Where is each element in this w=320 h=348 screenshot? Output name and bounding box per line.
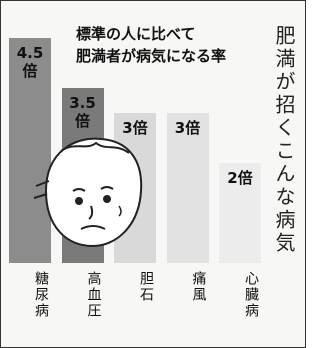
subtitle: 標準の人に比べて [76,23,195,44]
subtitle: 肥満者が病気になる率 [76,45,226,66]
